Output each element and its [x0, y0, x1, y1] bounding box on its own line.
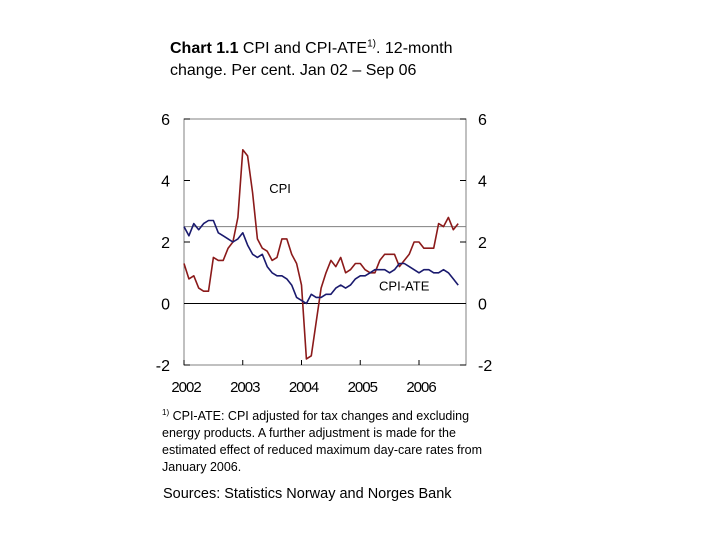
cpi-series-line: [183, 149, 459, 360]
footnote-marker: 1): [162, 407, 170, 417]
y-tick-label-left: 4: [161, 174, 170, 191]
chart-title-number: Chart 1.1: [170, 40, 239, 57]
y-tick-label-left: 0: [161, 297, 170, 314]
chart-title-text-rest: . 12-month change. Per cent. Jan 02 – Se…: [170, 40, 453, 79]
cpi-ate-series-label: CPI-ATE: [379, 279, 430, 294]
y-tick-label-right: 0: [478, 297, 487, 314]
cpi-ate-series-line: [183, 219, 459, 305]
plot-frame: [183, 118, 467, 366]
footnote-text: CPI-ATE: CPI adjusted for tax changes an…: [162, 409, 483, 474]
cpi-series-label: CPI: [269, 181, 291, 196]
y-tick-label-right: 2: [478, 235, 487, 252]
chart-title-footnote-marker: 1): [367, 38, 377, 50]
chart-title: Chart 1.1 CPI and CPI-ATE1). 12-month ch…: [170, 38, 490, 82]
x-tick-label: 2002: [171, 379, 201, 396]
chart-title-text: CPI and CPI-ATE: [238, 40, 368, 57]
x-tick-label: 2006: [406, 379, 436, 396]
y-tick-label-left: 6: [161, 112, 170, 129]
x-tick-label: 2004: [289, 379, 319, 396]
y-tick-label-left: 2: [161, 235, 170, 252]
y-tick-label-left: -2: [156, 358, 170, 375]
sources-note: Sources: Statistics Norway and Norges Ba…: [163, 486, 452, 502]
x-tick-label: 2005: [348, 379, 378, 396]
y-tick-label-right: -2: [478, 358, 492, 375]
x-tick-label: 2003: [230, 379, 260, 396]
footnote: 1) CPI-ATE: CPI adjusted for tax changes…: [162, 408, 492, 476]
y-tick-label-right: 4: [478, 174, 487, 191]
y-tick-label-right: 6: [478, 112, 487, 129]
